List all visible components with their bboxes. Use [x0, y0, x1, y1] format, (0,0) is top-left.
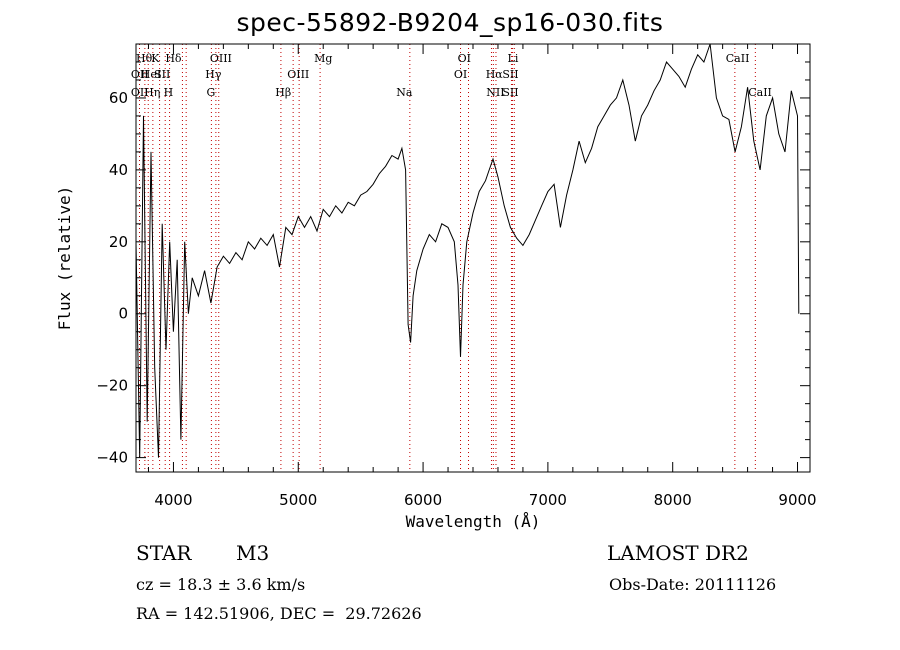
y-axis-label: Flux (relative): [55, 186, 74, 331]
x-tick-label: 6000: [404, 491, 442, 509]
line-label: CaII: [726, 52, 750, 65]
line-label: Na: [396, 86, 413, 99]
x-tick-label: 8000: [654, 491, 692, 509]
line-label: Mg: [314, 52, 332, 65]
spectrum-line: [135, 43, 800, 458]
y-tick-label: 40: [109, 161, 128, 179]
line-label: Hγ: [205, 68, 222, 81]
coordinates: RA = 142.51906, DEC = 29.72626: [136, 604, 422, 623]
y-tick-label: 0: [118, 305, 128, 323]
line-label: OIII: [287, 68, 309, 81]
line-label: OII: [131, 68, 149, 81]
y-tick-label: −40: [96, 449, 128, 467]
y-tick-label: 60: [109, 89, 128, 107]
line-label: SII: [154, 68, 170, 81]
line-label: Hα: [486, 68, 504, 81]
line-label: SII: [502, 86, 518, 99]
observation-date: Obs-Date: 20111126: [609, 575, 777, 594]
x-tick-label: 5000: [279, 491, 317, 509]
survey-name: LAMOST DR2: [607, 541, 749, 565]
line-label: CaII: [748, 86, 772, 99]
line-label: HeI: [141, 68, 161, 81]
x-tick-label: 9000: [778, 491, 816, 509]
line-label: OIII: [210, 52, 232, 65]
line-label: Hβ: [275, 86, 291, 99]
redshift-velocity: cz = 18.3 ± 3.6 km/s: [136, 575, 306, 594]
object-subclass: M3: [236, 541, 270, 565]
line-label: OI: [454, 68, 467, 81]
x-axis-label: Wavelength (Å): [406, 512, 541, 531]
line-label: Hη: [144, 86, 160, 99]
y-tick-label: 20: [109, 233, 128, 251]
object-type: STAR: [136, 541, 192, 565]
plot-frame: [135, 43, 811, 473]
line-label: H: [164, 86, 174, 99]
x-tick-label: 4000: [154, 491, 192, 509]
line-label: K: [151, 52, 160, 65]
x-tick-label: 7000: [529, 491, 567, 509]
line-label: Hθ: [136, 52, 153, 65]
chart-title: spec-55892-B9204_sp16-030.fits: [236, 8, 664, 37]
line-label: Li: [508, 52, 519, 65]
line-label: OI: [458, 52, 471, 65]
line-label: NII: [486, 86, 504, 99]
line-label: SII: [502, 68, 518, 81]
line-label: OII: [131, 86, 149, 99]
line-label: G: [206, 86, 215, 99]
y-tick-label: −20: [96, 377, 128, 395]
line-label: Hδ: [165, 52, 182, 65]
